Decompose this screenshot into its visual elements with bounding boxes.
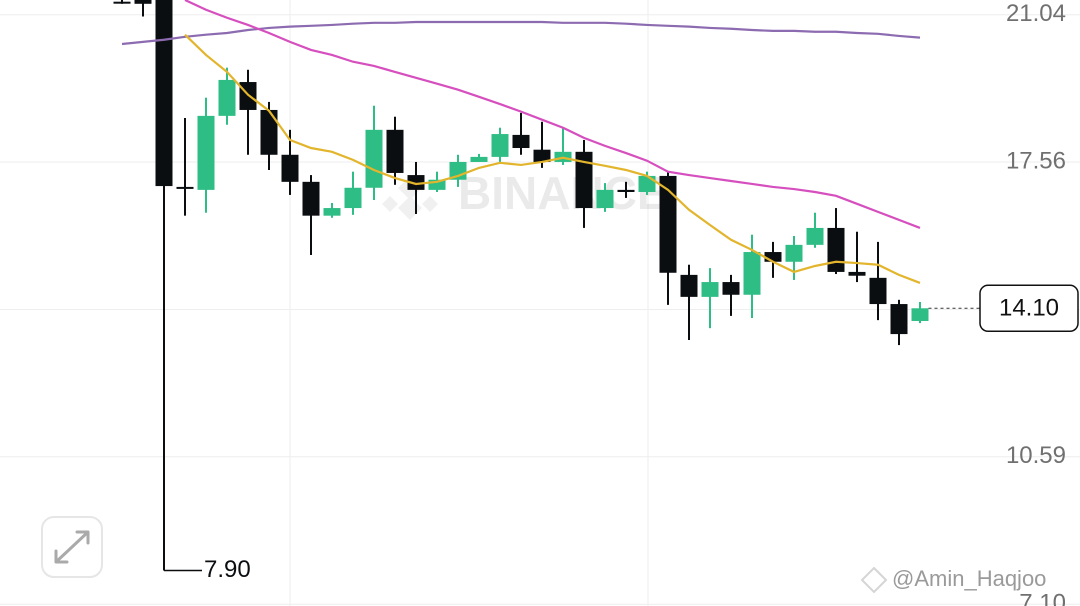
y-tick-label: 17.56: [1006, 147, 1066, 174]
candle-body: [323, 208, 341, 216]
candle-body: [764, 252, 782, 262]
candle-body: [176, 186, 194, 189]
candle-body: [722, 282, 740, 295]
candle-body: [281, 154, 299, 182]
candle-body: [470, 156, 488, 162]
candle-body: [743, 252, 761, 295]
author-icon: [860, 566, 888, 594]
price-box: [979, 284, 1079, 333]
candle-body: [659, 175, 677, 273]
candle-body: [638, 175, 656, 192]
candle-body: [869, 277, 887, 305]
candle-body: [848, 271, 866, 276]
candle-body: [680, 274, 698, 297]
watermark-text: BINANCE: [458, 167, 668, 219]
candle-body: [785, 244, 803, 262]
moving-average-line: [184, 0, 921, 229]
candle-body: [428, 179, 446, 190]
candle-body: [533, 149, 551, 162]
candle-body: [701, 282, 719, 297]
moving-average-line: [184, 33, 921, 284]
candle-body: [260, 109, 278, 155]
moving-average-line: [121, 20, 921, 46]
candle-body: [596, 189, 614, 209]
y-tick-label: 21.04: [1006, 0, 1066, 27]
candle-body: [617, 189, 635, 192]
candle-body: [386, 129, 404, 173]
candle-body: [575, 151, 593, 209]
y-tick-label: 7.10: [1019, 590, 1066, 606]
y-tick-label: 10.59: [1006, 442, 1066, 469]
candle-body: [155, 0, 173, 187]
expand-button[interactable]: [41, 516, 103, 578]
candle-body: [827, 227, 845, 272]
candle-body: [113, 1, 131, 4]
author-watermark: @Amin_Haqjoo: [892, 566, 1046, 591]
candle-body: [806, 227, 824, 245]
candle-body: [512, 134, 530, 149]
candle-body: [911, 308, 929, 321]
candle-body: [134, 0, 152, 4]
binance-logo: [382, 176, 438, 220]
price-label: 14.10: [999, 295, 1059, 322]
low-label: 7.90: [204, 556, 251, 583]
candle-body: [365, 129, 383, 188]
candle-body: [890, 304, 908, 335]
candle-body: [302, 181, 320, 216]
candle-body: [218, 79, 236, 116]
candle-body: [197, 115, 215, 190]
candle-body: [344, 187, 362, 209]
candle-body: [491, 134, 509, 157]
candle-body: [407, 175, 425, 190]
